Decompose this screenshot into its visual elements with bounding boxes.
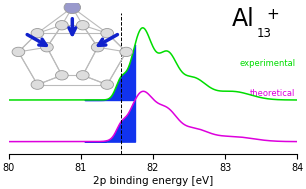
Text: experimental: experimental (240, 59, 296, 68)
Text: theoretical: theoretical (250, 89, 296, 98)
X-axis label: 2p binding energy [eV]: 2p binding energy [eV] (93, 176, 213, 186)
Text: +: + (267, 7, 280, 22)
Text: 13: 13 (257, 27, 272, 40)
Text: Al: Al (232, 7, 255, 31)
